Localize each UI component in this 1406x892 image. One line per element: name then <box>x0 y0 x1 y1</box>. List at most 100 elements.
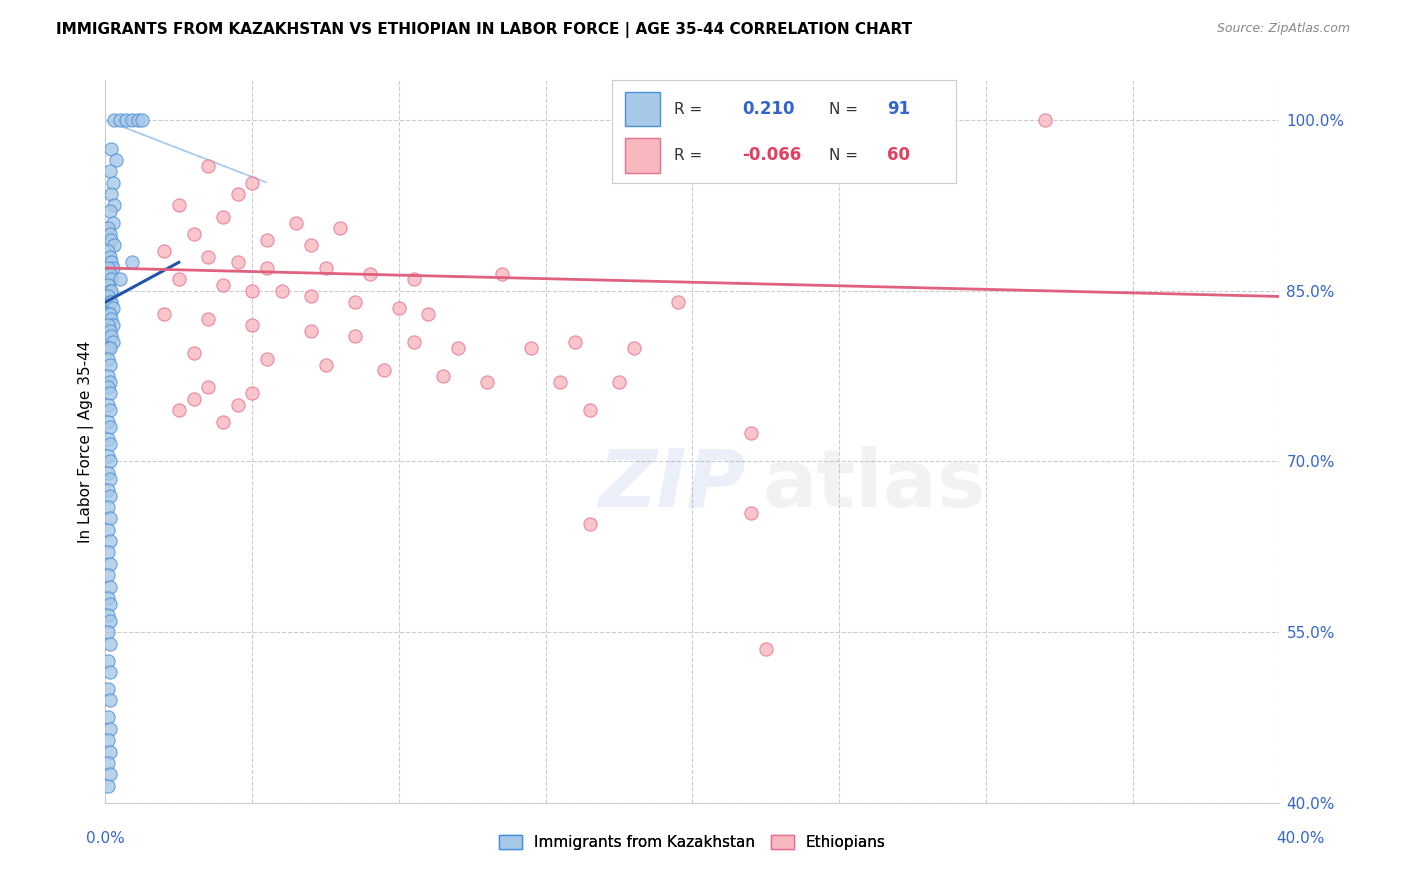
Point <box>97 733 120 747</box>
Point <box>98 636 121 650</box>
Point <box>755 642 778 657</box>
Point <box>98 267 121 281</box>
Point <box>901 113 924 128</box>
Point <box>197 312 219 326</box>
Point <box>103 238 125 252</box>
Point <box>101 176 124 190</box>
Point <box>97 591 120 605</box>
Point <box>299 289 322 303</box>
Point <box>270 284 292 298</box>
Point <box>98 250 121 264</box>
Point <box>97 398 120 412</box>
Point <box>97 369 120 384</box>
Point <box>1033 113 1056 128</box>
Point <box>97 341 120 355</box>
Point <box>256 233 278 247</box>
Text: R =: R = <box>673 148 702 162</box>
Point <box>97 260 120 275</box>
Point <box>740 425 762 440</box>
Point <box>127 113 149 128</box>
Point <box>197 380 219 394</box>
Point <box>97 380 120 394</box>
Point <box>98 665 121 679</box>
Point <box>256 352 278 367</box>
Point <box>183 392 205 406</box>
Point <box>97 432 120 446</box>
Point <box>211 415 233 429</box>
Point <box>97 523 120 537</box>
Point <box>373 363 395 377</box>
Point <box>98 306 121 320</box>
Text: IMMIGRANTS FROM KAZAKHSTAN VS ETHIOPIAN IN LABOR FORCE | AGE 35-44 CORRELATION C: IMMIGRANTS FROM KAZAKHSTAN VS ETHIOPIAN … <box>56 22 912 38</box>
Point <box>100 187 122 202</box>
Text: N =: N = <box>828 148 858 162</box>
Point <box>101 334 124 349</box>
Point <box>97 710 120 724</box>
Point <box>167 198 190 212</box>
Point <box>100 272 122 286</box>
Text: 60: 60 <box>887 146 910 164</box>
Point <box>211 210 233 224</box>
Text: atlas: atlas <box>763 446 986 524</box>
Point <box>98 745 121 759</box>
Point <box>329 221 352 235</box>
Point <box>97 779 120 793</box>
Y-axis label: In Labor Force | Age 35-44: In Labor Force | Age 35-44 <box>79 341 94 542</box>
Point <box>98 227 121 241</box>
Point <box>100 295 122 310</box>
Point <box>256 260 278 275</box>
Text: 0.210: 0.210 <box>742 100 794 118</box>
Point <box>97 608 120 623</box>
Point <box>101 215 124 229</box>
Point <box>97 681 120 696</box>
Point <box>97 449 120 463</box>
Text: R =: R = <box>673 102 702 117</box>
Point <box>103 113 125 128</box>
Point <box>97 306 120 320</box>
Point <box>211 278 233 293</box>
Text: 91: 91 <box>887 100 910 118</box>
Point <box>98 454 121 468</box>
Point <box>98 284 121 298</box>
Point <box>418 306 440 320</box>
Text: 0.0%: 0.0% <box>86 831 125 846</box>
Point <box>100 312 122 326</box>
Point <box>98 597 121 611</box>
Point <box>299 238 322 252</box>
Point <box>100 142 122 156</box>
Point <box>98 164 121 178</box>
Point <box>97 756 120 770</box>
Point <box>97 568 120 582</box>
Point <box>104 153 127 167</box>
Point <box>98 471 121 485</box>
Point <box>100 255 122 269</box>
Point <box>98 403 121 417</box>
Point <box>97 466 120 480</box>
Point <box>183 346 205 360</box>
Point <box>98 534 121 549</box>
Point <box>153 306 176 320</box>
Point <box>121 113 143 128</box>
Point <box>475 375 498 389</box>
Point <box>359 267 381 281</box>
Point <box>98 324 121 338</box>
Point <box>97 483 120 497</box>
Point <box>98 420 121 434</box>
Point <box>607 375 630 389</box>
Text: 40.0%: 40.0% <box>1277 831 1324 846</box>
Point <box>98 386 121 401</box>
Point <box>388 301 411 315</box>
Point <box>97 352 120 367</box>
Point <box>315 260 337 275</box>
Point <box>97 500 120 514</box>
Point <box>97 318 120 332</box>
Point <box>402 334 425 349</box>
Legend: Immigrants from Kazakhstan, Ethiopians: Immigrants from Kazakhstan, Ethiopians <box>494 830 891 856</box>
Text: N =: N = <box>828 102 858 117</box>
Bar <box>626 92 659 127</box>
Point <box>666 295 689 310</box>
Point <box>98 693 121 707</box>
Point <box>343 295 366 310</box>
Point <box>97 278 120 293</box>
Point <box>97 545 120 559</box>
